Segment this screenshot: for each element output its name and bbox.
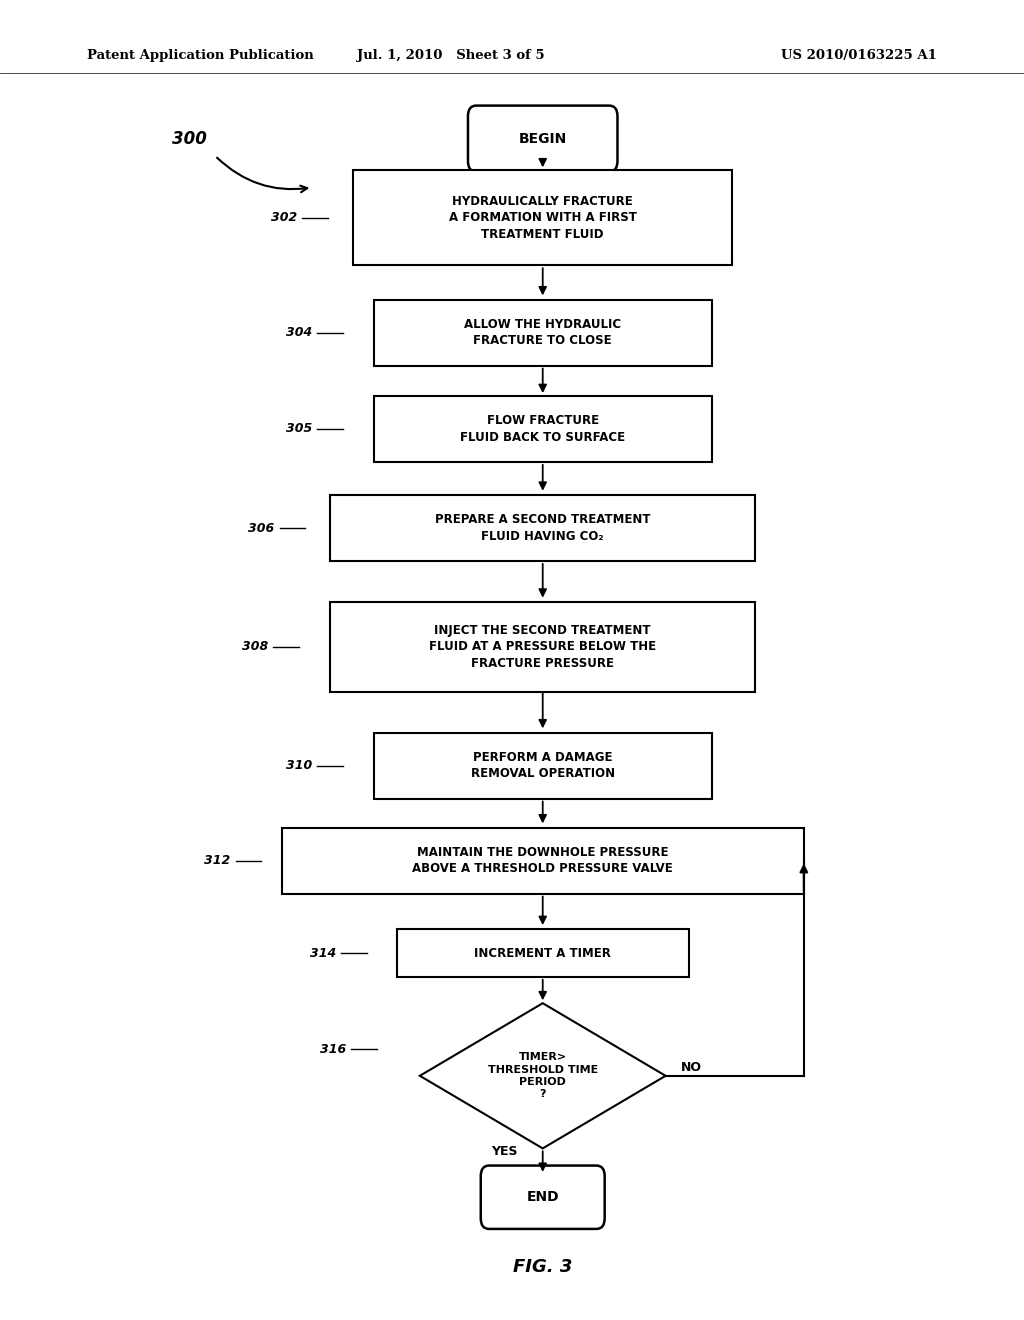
FancyBboxPatch shape bbox=[481, 1166, 604, 1229]
Text: 305: 305 bbox=[286, 422, 312, 436]
Text: Jul. 1, 2010   Sheet 3 of 5: Jul. 1, 2010 Sheet 3 of 5 bbox=[356, 49, 545, 62]
Text: INJECT THE SECOND TREATMENT
FLUID AT A PRESSURE BELOW THE
FRACTURE PRESSURE: INJECT THE SECOND TREATMENT FLUID AT A P… bbox=[429, 624, 656, 669]
FancyBboxPatch shape bbox=[397, 929, 689, 977]
Text: TIMER>
THRESHOLD TIME
PERIOD
?: TIMER> THRESHOLD TIME PERIOD ? bbox=[487, 1052, 598, 1100]
Text: 310: 310 bbox=[286, 759, 312, 772]
Text: PERFORM A DAMAGE
REMOVAL OPERATION: PERFORM A DAMAGE REMOVAL OPERATION bbox=[471, 751, 614, 780]
Text: PREPARE A SECOND TREATMENT
FLUID HAVING CO₂: PREPARE A SECOND TREATMENT FLUID HAVING … bbox=[435, 513, 650, 543]
Text: FIG. 3: FIG. 3 bbox=[513, 1258, 572, 1276]
Text: ALLOW THE HYDRAULIC
FRACTURE TO CLOSE: ALLOW THE HYDRAULIC FRACTURE TO CLOSE bbox=[464, 318, 622, 347]
Text: US 2010/0163225 A1: US 2010/0163225 A1 bbox=[781, 49, 937, 62]
Text: YES: YES bbox=[490, 1144, 517, 1158]
FancyBboxPatch shape bbox=[374, 733, 712, 799]
Text: NO: NO bbox=[681, 1061, 702, 1074]
Text: 316: 316 bbox=[319, 1043, 346, 1056]
Text: END: END bbox=[526, 1191, 559, 1204]
Text: 308: 308 bbox=[242, 640, 268, 653]
Text: 314: 314 bbox=[309, 946, 336, 960]
FancyBboxPatch shape bbox=[330, 495, 756, 561]
FancyBboxPatch shape bbox=[468, 106, 617, 172]
FancyBboxPatch shape bbox=[330, 602, 756, 692]
FancyBboxPatch shape bbox=[282, 828, 804, 894]
Text: BEGIN: BEGIN bbox=[518, 132, 567, 145]
Polygon shape bbox=[420, 1003, 666, 1148]
Text: MAINTAIN THE DOWNHOLE PRESSURE
ABOVE A THRESHOLD PRESSURE VALVE: MAINTAIN THE DOWNHOLE PRESSURE ABOVE A T… bbox=[413, 846, 673, 875]
Text: FLOW FRACTURE
FLUID BACK TO SURFACE: FLOW FRACTURE FLUID BACK TO SURFACE bbox=[460, 414, 626, 444]
Text: 300: 300 bbox=[172, 129, 207, 148]
Text: 302: 302 bbox=[270, 211, 297, 224]
FancyBboxPatch shape bbox=[374, 300, 712, 366]
FancyBboxPatch shape bbox=[374, 396, 712, 462]
Text: HYDRAULICALLY FRACTURE
A FORMATION WITH A FIRST
TREATMENT FLUID: HYDRAULICALLY FRACTURE A FORMATION WITH … bbox=[449, 195, 637, 240]
Text: 304: 304 bbox=[286, 326, 312, 339]
Text: 312: 312 bbox=[204, 854, 230, 867]
Text: INCREMENT A TIMER: INCREMENT A TIMER bbox=[474, 946, 611, 960]
Text: 306: 306 bbox=[248, 521, 274, 535]
Text: Patent Application Publication: Patent Application Publication bbox=[87, 49, 313, 62]
FancyBboxPatch shape bbox=[353, 170, 732, 265]
